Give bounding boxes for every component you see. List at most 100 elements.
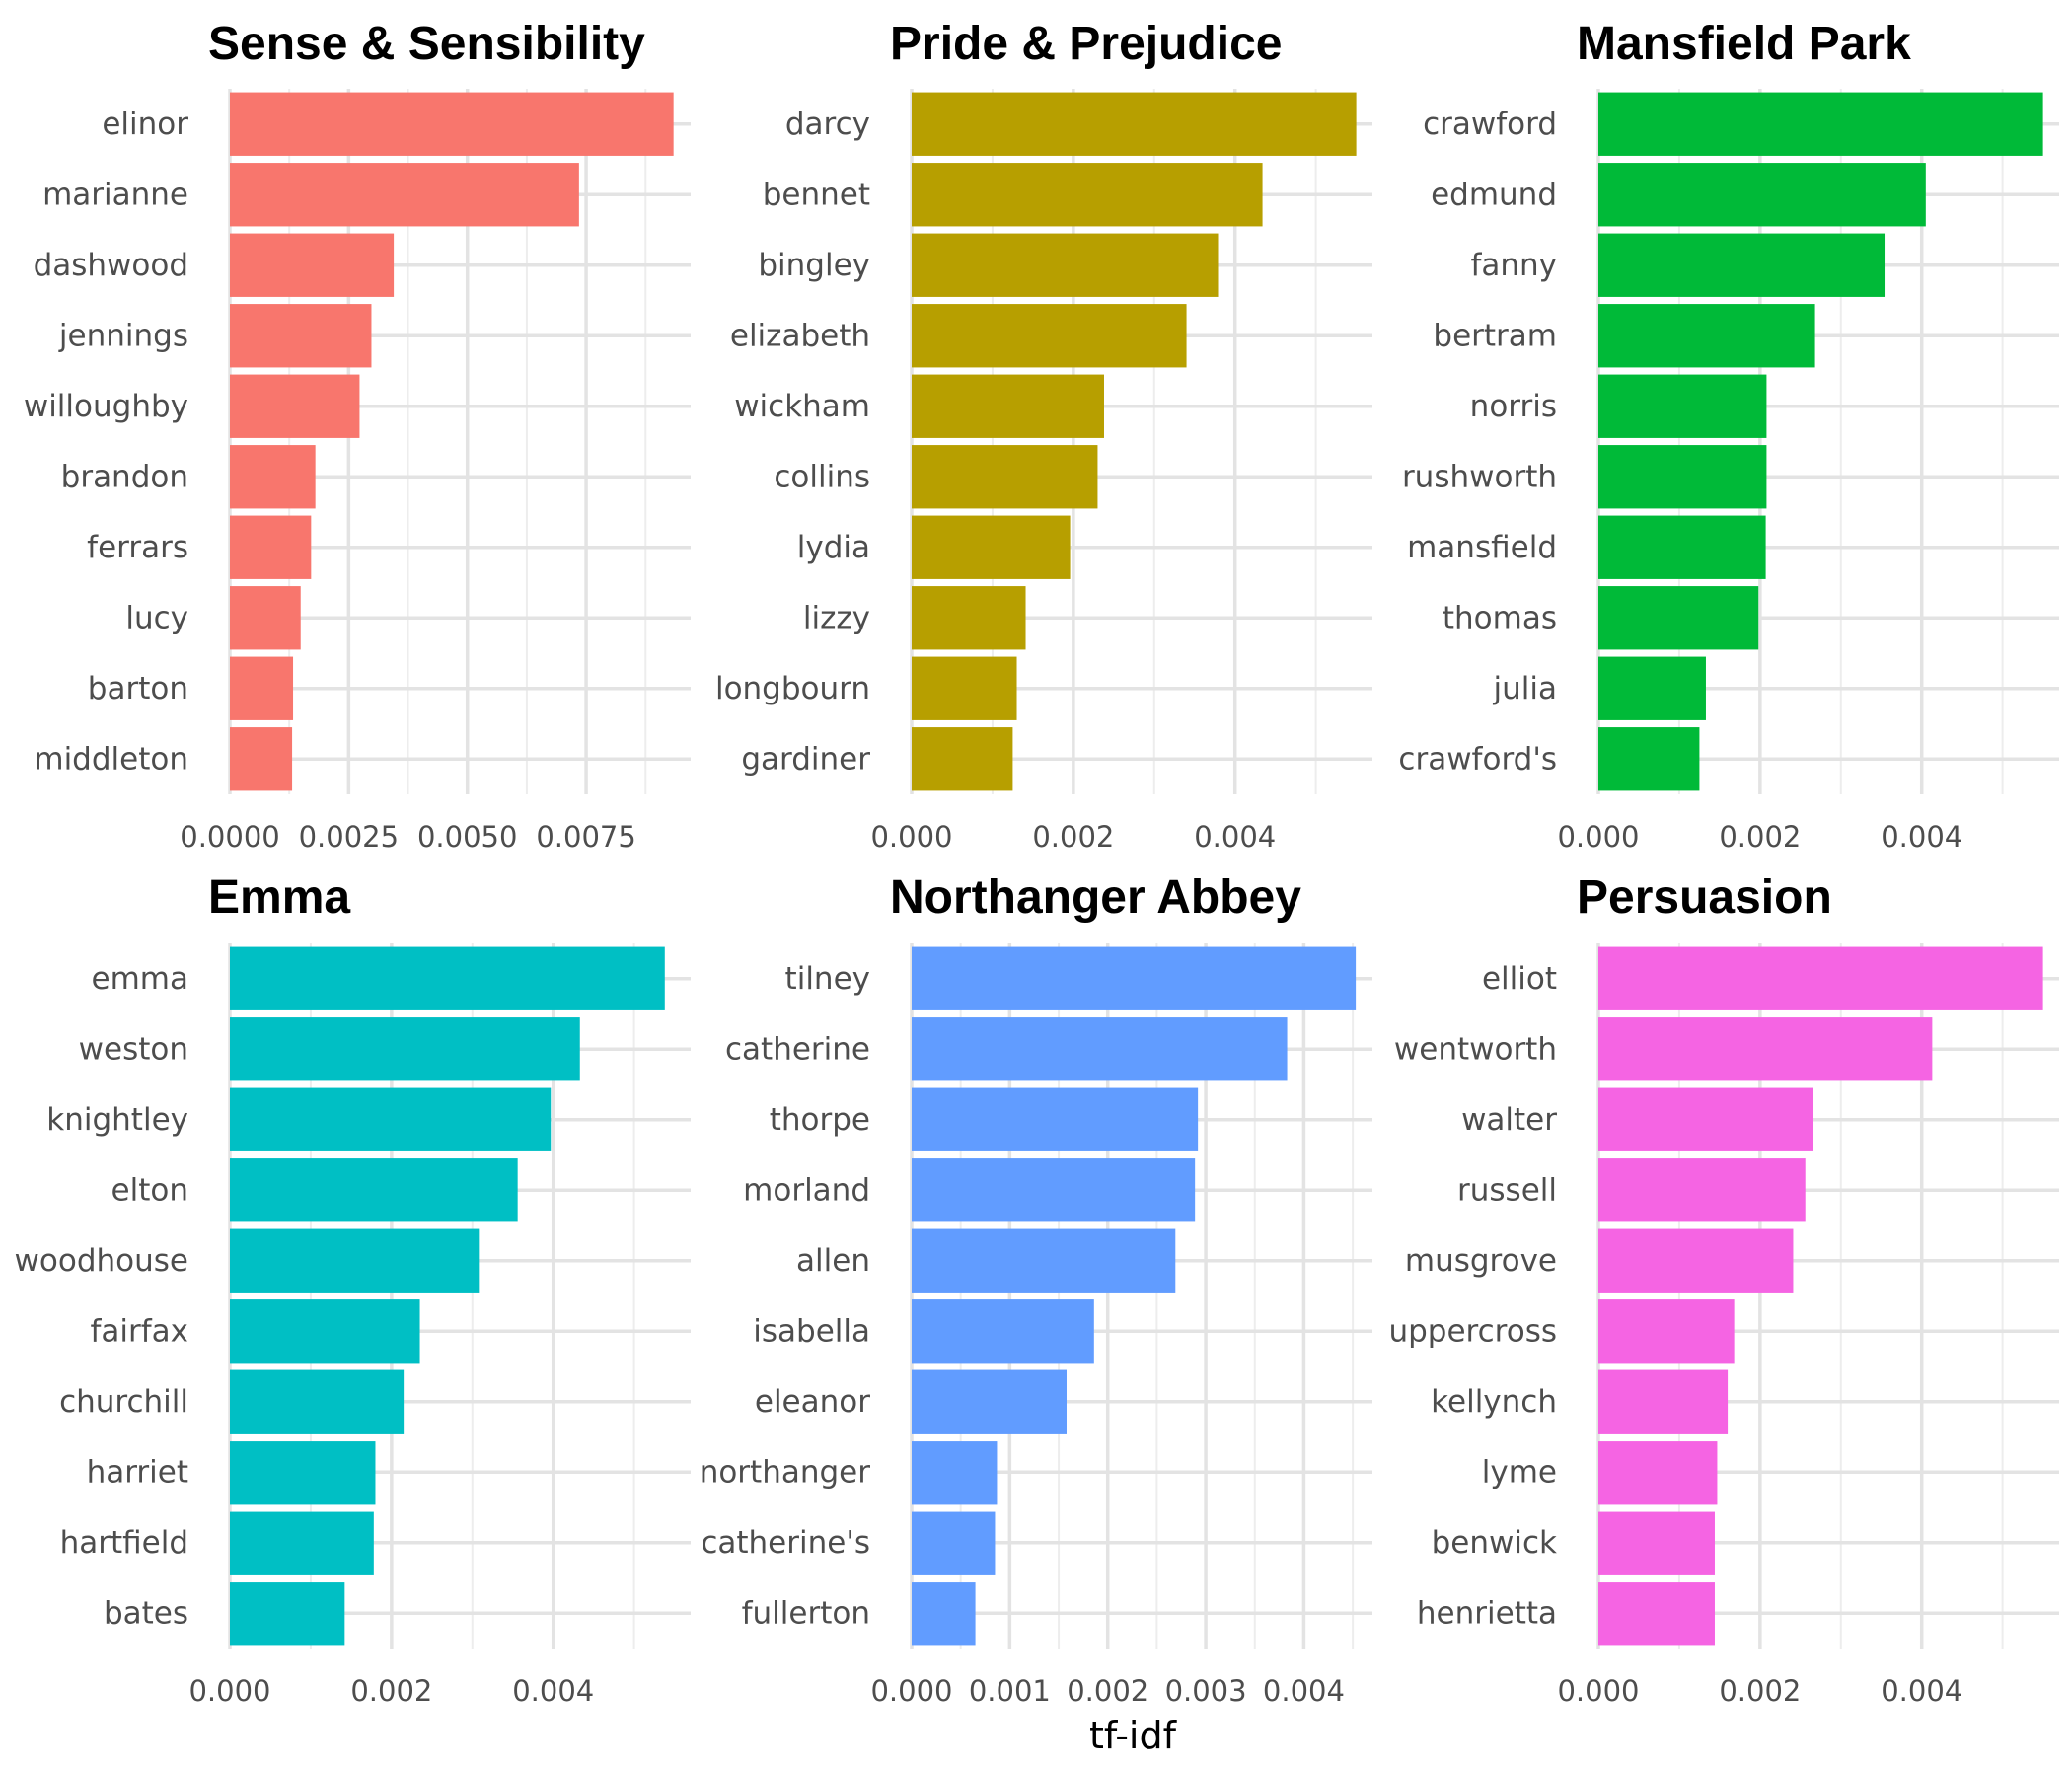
x-tick-label: 0.000 bbox=[1557, 820, 1639, 853]
category-label: barton bbox=[88, 671, 188, 706]
category-label: eleanor bbox=[755, 1384, 870, 1420]
category-label: benwick bbox=[1432, 1525, 1557, 1561]
bar-elizabeth bbox=[912, 304, 1187, 368]
panel-title: Persuasion bbox=[1577, 871, 1832, 924]
category-label: elliot bbox=[1482, 961, 1557, 997]
bar-northanger bbox=[912, 1441, 998, 1505]
category-label: thomas bbox=[1443, 600, 1557, 635]
category-label: walter bbox=[1461, 1102, 1557, 1138]
x-tick-label: 0.001 bbox=[969, 1674, 1051, 1708]
panel-2: darcy bennet bingley elizabeth wickham collin… bbox=[715, 18, 1372, 853]
category-label: crawford bbox=[1423, 107, 1557, 142]
bar-lyme bbox=[1598, 1441, 1718, 1505]
panel-5: tilney catherine thorpe morland allen isabell… bbox=[700, 871, 1372, 1708]
category-label: fullerton bbox=[742, 1595, 870, 1631]
bar-barton bbox=[230, 656, 294, 720]
bar-lucy bbox=[230, 586, 301, 650]
category-label: weston bbox=[79, 1031, 188, 1067]
x-tick-label: 0.000 bbox=[870, 1674, 952, 1708]
bar-collins bbox=[912, 445, 1098, 509]
category-label: lyme bbox=[1482, 1454, 1557, 1490]
category-label: kellynch bbox=[1431, 1384, 1557, 1420]
bar-woodhouse bbox=[230, 1228, 480, 1293]
category-label: morland bbox=[743, 1172, 870, 1208]
bar-hartfield bbox=[230, 1511, 374, 1575]
bar-uppercross bbox=[1598, 1299, 1735, 1364]
bar-bates bbox=[230, 1582, 345, 1646]
panel-title: Northanger Abbey bbox=[890, 871, 1301, 924]
category-label: tilney bbox=[785, 961, 870, 997]
bar-kellynch bbox=[1598, 1369, 1729, 1434]
panel-3: crawford edmund fanny bertram norris rushwort… bbox=[1398, 18, 2059, 853]
category-label: wentworth bbox=[1394, 1031, 1557, 1067]
x-tick-label: 0.002 bbox=[350, 1674, 432, 1708]
category-label: rushworth bbox=[1402, 459, 1557, 494]
category-label: bates bbox=[104, 1595, 188, 1631]
bar-thomas bbox=[1598, 586, 1759, 650]
bar-longbourn bbox=[912, 656, 1017, 720]
x-tick-label: 0.000 bbox=[188, 1674, 270, 1708]
category-label: fairfax bbox=[90, 1313, 188, 1349]
bar-julia bbox=[1598, 656, 1706, 720]
bar-darcy bbox=[912, 92, 1357, 156]
bar-catherine's bbox=[912, 1511, 996, 1575]
bar-fairfax bbox=[230, 1299, 420, 1364]
bar-crawford bbox=[1598, 92, 2043, 156]
category-label: darcy bbox=[785, 107, 870, 142]
panel-title: Mansfield Park bbox=[1577, 18, 1911, 70]
category-label: musgrove bbox=[1405, 1243, 1557, 1279]
category-label: elinor bbox=[102, 107, 188, 142]
panel-title: Emma bbox=[208, 871, 350, 924]
bar-emma bbox=[230, 946, 665, 1010]
category-label: churchill bbox=[59, 1384, 188, 1420]
category-label: elton bbox=[111, 1172, 188, 1208]
bar-jennings bbox=[230, 304, 372, 368]
bar-allen bbox=[912, 1228, 1176, 1293]
bar-walter bbox=[1598, 1087, 1813, 1151]
bar-isabella bbox=[912, 1299, 1094, 1364]
panel-1: elinor marianne dashwood jennings willoughby… bbox=[24, 18, 691, 853]
category-label: willoughby bbox=[24, 389, 188, 424]
category-label: knightley bbox=[46, 1102, 188, 1138]
category-label: emma bbox=[92, 961, 188, 997]
category-label: woodhouse bbox=[15, 1243, 188, 1279]
category-label: lizzy bbox=[803, 600, 870, 635]
category-label: crawford's bbox=[1398, 741, 1557, 777]
category-label: edmund bbox=[1431, 177, 1557, 212]
category-label: mansfield bbox=[1407, 530, 1557, 565]
panel-6: elliot wentworth walter russell musgrove uppe… bbox=[1388, 871, 2059, 1708]
x-tick-label: 0.0000 bbox=[180, 820, 279, 853]
bar-rushworth bbox=[1598, 445, 1767, 509]
category-label: isabella bbox=[753, 1313, 870, 1349]
x-tick-label: 0.004 bbox=[1263, 1674, 1345, 1708]
x-tick-label: 0.002 bbox=[1067, 1674, 1148, 1708]
bar-bertram bbox=[1598, 304, 1815, 368]
category-label: julia bbox=[1493, 671, 1557, 706]
bar-elton bbox=[230, 1158, 518, 1222]
x-tick-label: 0.000 bbox=[870, 820, 952, 853]
panel-4: emma weston knightley elton woodhouse fairfax… bbox=[15, 871, 691, 1708]
category-label: allen bbox=[796, 1243, 870, 1279]
category-label: marianne bbox=[42, 177, 188, 212]
category-label: elizabeth bbox=[730, 318, 870, 353]
category-label: catherine's bbox=[701, 1525, 870, 1561]
bar-fanny bbox=[1598, 233, 1886, 297]
x-tick-label: 0.0075 bbox=[536, 820, 635, 853]
category-label: harriet bbox=[87, 1454, 188, 1490]
bar-benwick bbox=[1598, 1511, 1715, 1575]
bar-weston bbox=[230, 1017, 580, 1081]
x-tick-label: 0.000 bbox=[1557, 1674, 1639, 1708]
bar-morland bbox=[912, 1158, 1196, 1222]
bar-edmund bbox=[1598, 163, 1926, 227]
bar-lydia bbox=[912, 515, 1071, 579]
bar-willoughby bbox=[230, 374, 360, 438]
category-label: norris bbox=[1470, 389, 1557, 424]
category-label: jennings bbox=[58, 318, 188, 353]
x-tick-label: 0.004 bbox=[1881, 1674, 1962, 1708]
bar-ferrars bbox=[230, 515, 312, 579]
bar-norris bbox=[1598, 374, 1767, 438]
bar-gardiner bbox=[912, 727, 1013, 791]
x-tick-label: 0.004 bbox=[1881, 820, 1962, 853]
bar-catherine bbox=[912, 1017, 1288, 1081]
